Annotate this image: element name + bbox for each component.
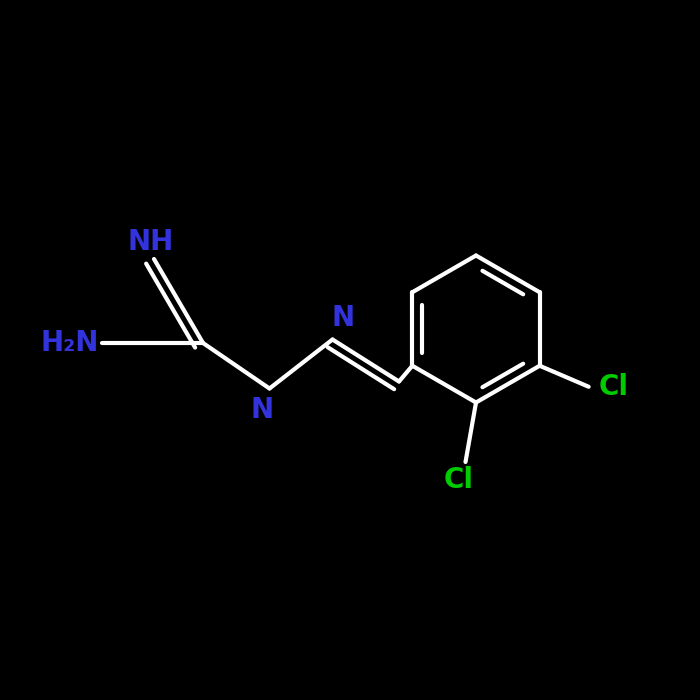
Text: Cl: Cl <box>444 466 473 493</box>
Text: H₂N: H₂N <box>41 329 99 357</box>
Text: Cl: Cl <box>598 372 628 400</box>
Text: NH: NH <box>127 228 174 256</box>
Text: N: N <box>331 304 355 332</box>
Text: N: N <box>251 395 274 423</box>
